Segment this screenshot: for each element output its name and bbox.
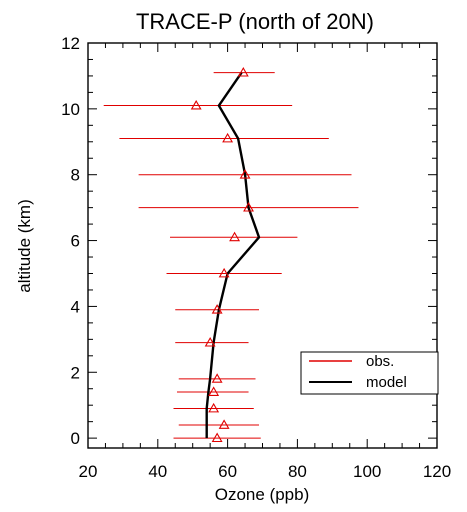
- legend: obs. model: [300, 351, 439, 395]
- obs-point: [211, 373, 223, 383]
- x-tick-label: 100: [353, 462, 381, 481]
- x-tick-label: 40: [148, 462, 167, 481]
- obs-point: [208, 402, 220, 413]
- obs-point: [190, 99, 202, 110]
- y-tick-label: 12: [61, 34, 80, 53]
- y-tick-label: 4: [71, 297, 80, 316]
- obs-point: [218, 267, 230, 278]
- obs-markers: [190, 67, 254, 443]
- obs-point: [239, 169, 251, 179]
- y-tick-label: 2: [71, 363, 80, 382]
- obs-point: [211, 432, 223, 443]
- obs-point: [211, 304, 223, 314]
- x-tick-label: 120: [423, 462, 451, 481]
- chart-title: TRACE-P (north of 20N): [136, 9, 374, 34]
- obs-point: [237, 67, 249, 77]
- y-tick-label: 10: [61, 100, 80, 119]
- obs-point: [204, 337, 216, 347]
- x-tick-label: 80: [288, 462, 307, 481]
- y-tick-label: 8: [71, 166, 80, 185]
- model-line: [205, 71, 261, 439]
- y-axis-label: altitude (km): [15, 199, 34, 293]
- obs-point: [222, 132, 234, 143]
- obs-point: [243, 202, 254, 212]
- x-tick-label: 20: [79, 462, 98, 481]
- x-tick-label: 60: [218, 462, 237, 481]
- obs-point: [229, 231, 241, 242]
- legend-obs-label: obs.: [366, 353, 394, 370]
- legend-box: [300, 351, 439, 395]
- y-tick-label: 6: [71, 232, 80, 251]
- x-axis-label: Ozone (ppb): [215, 485, 310, 504]
- x-axis: 20 40 60 80 100 120: [79, 43, 451, 481]
- legend-model-label: model: [366, 374, 407, 391]
- y-tick-label: 0: [71, 429, 80, 448]
- obs-point: [208, 386, 220, 396]
- obs-point: [218, 419, 230, 429]
